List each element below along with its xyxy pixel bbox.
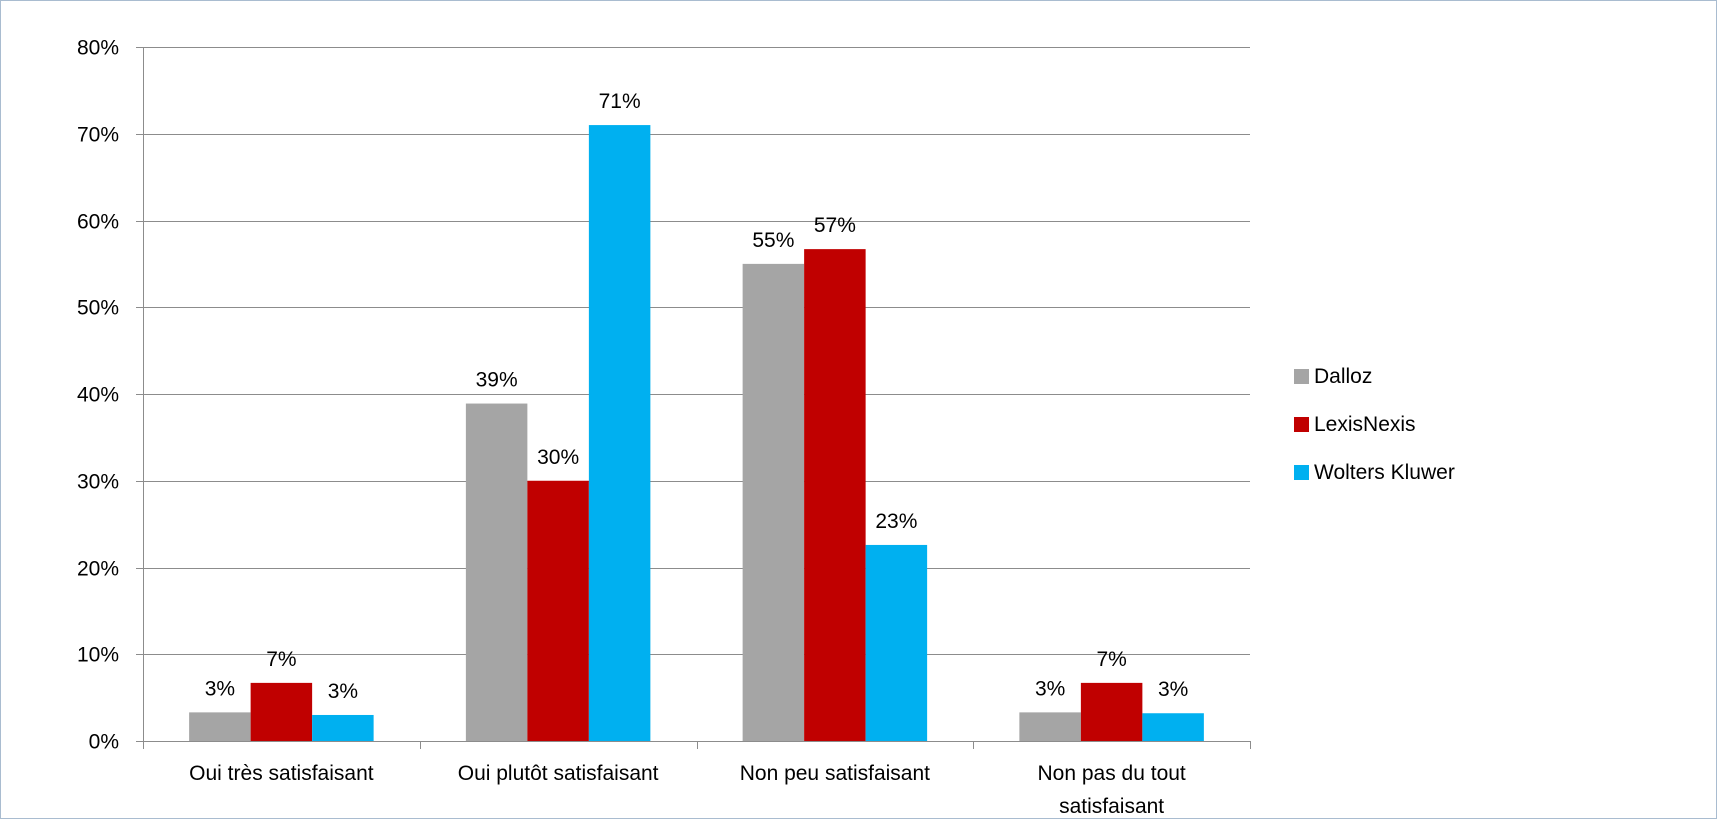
gridlines: [143, 47, 1250, 655]
x-category-label-line: Oui très satisfaisant: [189, 762, 374, 785]
bars: [189, 125, 1204, 741]
bar-dalloz: [742, 263, 805, 741]
bar-dalloz: [465, 403, 528, 741]
x-category-label-line: Non pas du tout: [1037, 762, 1185, 785]
x-category-label: Oui plutôt satisfaisant: [458, 762, 659, 785]
x-category-label-line: satisfaisant: [1059, 795, 1164, 818]
data-label: 3%: [1035, 677, 1065, 700]
y-tick-label: 60%: [77, 211, 119, 234]
legend-label: LexisNexis: [1314, 413, 1416, 436]
bar-dalloz: [189, 712, 251, 741]
y-tick-label: 10%: [77, 644, 119, 667]
bar-lexisnexis: [527, 480, 589, 741]
bar-dalloz: [1019, 712, 1081, 741]
bar-lexisnexis: [804, 249, 866, 741]
x-category-label: Non peu satisfaisant: [740, 762, 930, 785]
y-tick-label: 30%: [77, 471, 119, 494]
bar-wolters-kluwer: [865, 544, 928, 741]
data-label: 39%: [476, 369, 518, 392]
data-label: 30%: [537, 446, 579, 469]
data-labels: 3% 39% 55% 3% 7% 30% 57% 7% 3% 71% 23% 3%: [205, 90, 1189, 703]
data-label: 7%: [1096, 648, 1126, 671]
bar-lexisnexis: [1080, 682, 1143, 741]
y-tick-label: 20%: [77, 558, 119, 581]
legend: Dalloz LexisNexis Wolters Kluwer: [1294, 365, 1455, 484]
bar-wolters-kluwer: [1142, 713, 1204, 741]
bar-wolters-kluwer: [588, 125, 651, 741]
x-category-label: Non pas du tout satisfaisant: [1037, 762, 1185, 818]
y-tick-label: 0%: [89, 731, 119, 754]
legend-swatch: [1294, 369, 1309, 384]
legend-swatch: [1294, 465, 1309, 480]
data-label: 57%: [814, 214, 856, 237]
data-label: 3%: [328, 680, 358, 703]
legend-label: Dalloz: [1314, 365, 1372, 388]
data-label: 55%: [752, 229, 794, 252]
y-tick-label: 80%: [77, 37, 119, 60]
data-label: 23%: [875, 510, 917, 533]
y-tick-label: 50%: [77, 297, 119, 320]
x-category-label-line: Non peu satisfaisant: [740, 762, 930, 785]
data-label: 7%: [266, 648, 296, 671]
legend-swatch: [1294, 417, 1309, 432]
x-category-label: Oui très satisfaisant: [189, 762, 374, 785]
y-tick-label: 40%: [77, 384, 119, 407]
data-label: 3%: [1158, 678, 1188, 701]
data-label: 71%: [599, 90, 641, 113]
bar-wolters-kluwer: [312, 714, 374, 741]
bar-lexisnexis: [250, 682, 313, 741]
data-label: 3%: [205, 677, 235, 700]
legend-label: Wolters Kluwer: [1314, 461, 1455, 484]
y-tick-label: 70%: [77, 124, 119, 147]
x-category-label-line: Oui plutôt satisfaisant: [458, 762, 659, 785]
axes: 0% 10% 20% 30% 40% 50% 60% 70% 80% Oui très satis…: [77, 37, 1251, 818]
